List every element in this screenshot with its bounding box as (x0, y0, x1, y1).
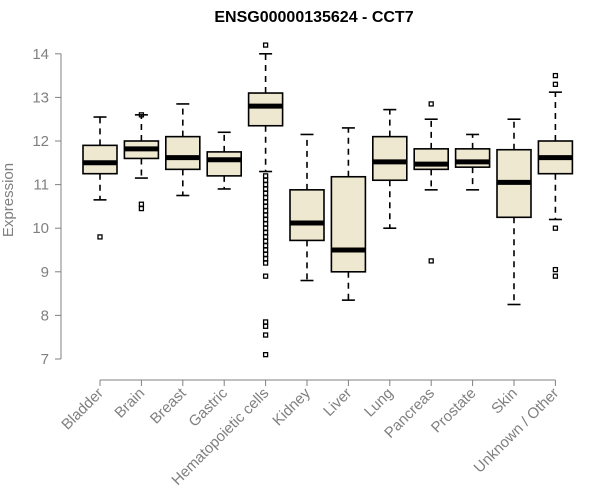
y-tick-label: 11 (33, 177, 49, 194)
iqr-box (82, 144, 118, 175)
outlier-point (262, 332, 269, 338)
outlier-point (262, 251, 269, 258)
box-5 (247, 42, 284, 358)
box-11 (496, 118, 532, 306)
x-tick-label: Kidney (269, 384, 314, 429)
outlier-point (552, 225, 559, 231)
iqr-box (206, 151, 242, 177)
outlier-point (262, 273, 269, 279)
y-tick-label: 8 (41, 307, 49, 324)
outlier-point (262, 173, 269, 179)
x-tick-label: Lung (361, 385, 397, 421)
y-tick-label: 12 (32, 133, 49, 150)
y-tick-label: 7 (41, 351, 49, 368)
outlier-point (552, 273, 559, 279)
outlier-point (262, 221, 269, 227)
outlier-point (262, 238, 269, 244)
outlier-point (552, 81, 559, 87)
outlier-point (262, 260, 269, 266)
x-tick-label: Breast (147, 384, 190, 427)
outlier-point (138, 112, 145, 118)
outlier-point (262, 351, 269, 358)
outlier-point (262, 319, 269, 325)
outlier-point (262, 186, 269, 192)
x-tick-label: Liver (320, 385, 355, 420)
outlier-point (97, 234, 103, 240)
y-axis-label: Expression (0, 163, 17, 237)
x-tick-label: Skin (488, 385, 521, 418)
iqr-box (371, 135, 408, 182)
y-tick-label: 13 (32, 89, 49, 106)
outlier-point (262, 199, 269, 205)
y-tick-label: 14 (32, 46, 49, 63)
outlier-point (262, 323, 269, 329)
box-8 (371, 108, 408, 229)
outlier-point (262, 229, 269, 236)
outlier-point (262, 234, 269, 240)
outlier-point (262, 203, 269, 210)
outlier-point (262, 181, 269, 188)
outlier-point (138, 201, 145, 207)
outlier-point (262, 247, 269, 253)
outlier-point (262, 190, 269, 196)
outlier-point (552, 72, 559, 79)
outlier-point (262, 256, 269, 262)
y-tick-label: 10 (32, 220, 49, 237)
box-1 (82, 116, 118, 240)
outlier-point (262, 225, 269, 231)
outlier-point (262, 195, 269, 201)
outlier-point (262, 242, 269, 249)
outlier-point (138, 205, 145, 212)
outlier-point (262, 177, 269, 183)
outlier-point (262, 216, 269, 223)
box-3 (165, 103, 201, 197)
iqr-box (289, 189, 325, 242)
y-tick-label: 9 (41, 264, 49, 281)
iqr-box (247, 92, 284, 127)
outlier-point (428, 258, 434, 264)
box-10 (454, 133, 491, 191)
axes: 7 8 9 10 11 12 13 14 (32, 46, 556, 386)
outlier-point (262, 212, 269, 218)
x-tick-label: Brain (111, 385, 148, 422)
outlier-point (428, 101, 434, 107)
iqr-box (330, 175, 367, 273)
box-12 (537, 72, 574, 279)
outlier-point (552, 266, 559, 273)
x-tick-label: Bladder (58, 385, 107, 434)
outlier-point (262, 42, 269, 48)
box-4 (206, 131, 242, 190)
iqr-box (165, 135, 201, 171)
boxes (82, 42, 574, 358)
box-6 (289, 133, 325, 282)
x-tick-label: Prostate (428, 385, 480, 437)
outlier-point (262, 208, 269, 214)
box-9 (413, 101, 450, 264)
chart-title: ENSG00000135624 - CCT7 (214, 9, 413, 26)
box-2 (123, 112, 160, 212)
box-7 (330, 127, 367, 301)
